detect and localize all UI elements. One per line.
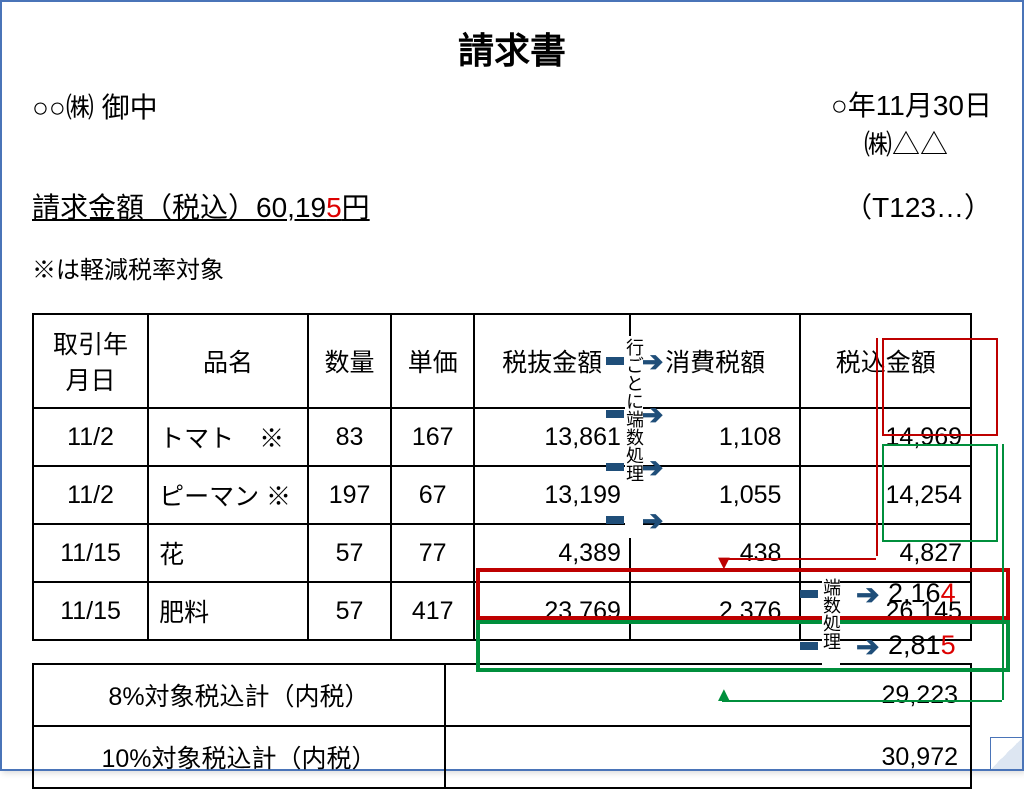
green-connector-h [722, 700, 1002, 702]
dash-icon [800, 590, 818, 598]
red-connector-h [722, 558, 876, 560]
issue-date: ○年11月30日 [831, 86, 992, 125]
cell-incl: 14,254 [800, 466, 971, 524]
cell-name: 花 [148, 524, 308, 582]
arrow-right-icon: ➔ [856, 630, 879, 663]
summary-tax-value: 2,164 [888, 578, 956, 609]
summary-label: 8%対象税込計（内税） [33, 664, 445, 726]
cell-qty: 57 [308, 524, 391, 582]
cell-incl: 14,969 [800, 408, 971, 466]
cell-qty: 83 [308, 408, 391, 466]
cell-name: トマト ※ [148, 408, 308, 466]
cell-excl: 23,769 [474, 582, 630, 640]
summary-table: 8%対象税込計（内税）29,22310%対象税込計（内税）30,972 [32, 663, 972, 789]
cell-name: ピーマン ※ [148, 466, 308, 524]
cell-unit: 167 [391, 408, 474, 466]
dash-icon [606, 463, 624, 471]
summary-value: 29,223 [445, 664, 971, 726]
col-unit: 単価 [391, 314, 474, 408]
rounding-label: 端数処理 [822, 576, 840, 666]
cell-unit: 417 [391, 582, 474, 640]
cell-unit: 77 [391, 524, 474, 582]
dash-icon [606, 516, 624, 524]
col-name: 品名 [148, 314, 308, 408]
cell-incl: 4,827 [800, 524, 971, 582]
cell-date: 11/2 [33, 408, 148, 466]
summary-value: 30,972 [445, 726, 971, 788]
summary-tax-value: 2,815 [888, 630, 956, 661]
per-row-rounding-label: 行ごとに端数処理 [625, 336, 643, 538]
total-amount: 請求金額（税込）60,195円 [32, 186, 370, 226]
cell-date: 11/15 [33, 524, 148, 582]
summary-row: 8%対象税込計（内税）29,223 [33, 664, 971, 726]
summary-label: 10%対象税込計（内税） [33, 726, 445, 788]
red-arrow-down: ▼ [714, 552, 734, 575]
addressee: ○○㈱ 御中 [32, 86, 158, 126]
dash-icon [606, 410, 624, 418]
arrow-right-icon: ➔ [640, 504, 663, 537]
cell-date: 11/2 [33, 466, 148, 524]
dash-icon [800, 642, 818, 650]
cell-qty: 197 [308, 466, 391, 524]
summary-row: 10%対象税込計（内税）30,972 [33, 726, 971, 788]
reduced-rate-note: ※は軽減税率対象 [32, 250, 992, 285]
green-arrow-up: ▲ [714, 684, 734, 707]
cell-qty: 57 [308, 582, 391, 640]
col-qty: 数量 [308, 314, 391, 408]
green-connector-v [1002, 444, 1004, 700]
doc-title: 請求書 [32, 22, 992, 74]
tax-registration-id: （T123…） [844, 186, 992, 226]
dash-icon [606, 357, 624, 365]
cell-excl: 4,389 [474, 524, 630, 582]
table-row: 11/2トマト ※8316713,8611,10814,969 [33, 408, 971, 466]
cell-name: 肥料 [148, 582, 308, 640]
invoice-sheet: 請求書 ○○㈱ 御中 ○年11月30日 ㈱△△ 請求金額（税込）60,195円 … [0, 0, 1024, 771]
cell-unit: 67 [391, 466, 474, 524]
arrow-right-icon: ➔ [856, 578, 879, 611]
cell-tax: 2,376 [630, 582, 801, 640]
cell-date: 11/15 [33, 582, 148, 640]
table-row: 11/2ピーマン ※1976713,1991,05514,254 [33, 466, 971, 524]
page-fold-decoration [990, 737, 1022, 769]
table-row: 11/15花57774,3894384,827 [33, 524, 971, 582]
red-connector-v [876, 338, 878, 556]
col-date: 取引年月日 [33, 314, 148, 408]
col-incl: 税込金額 [800, 314, 971, 408]
issuer: ㈱△△ [831, 125, 992, 164]
